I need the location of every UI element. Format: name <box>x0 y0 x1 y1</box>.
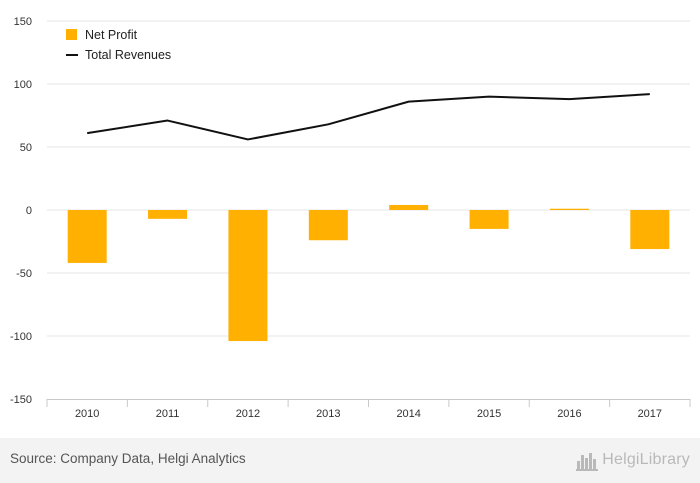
x-tick-label: 2014 <box>396 408 420 420</box>
brand-name: HelgiLibrary <box>602 451 690 468</box>
y-tick-label: 0 <box>26 205 32 217</box>
line-total-revenues[interactable] <box>87 93 650 141</box>
point-total-revenues-2011[interactable] <box>165 118 170 123</box>
footer: Source: Company Data, Helgi Analytics He… <box>0 438 700 483</box>
bar-net-profit-2014[interactable] <box>389 204 429 210</box>
point-total-revenues-2015[interactable] <box>487 94 492 99</box>
y-tick-label: 50 <box>20 142 32 154</box>
legend: Net Profit Total Revenues <box>66 28 171 62</box>
point-total-revenues-2010[interactable] <box>85 131 90 136</box>
point-total-revenues-2012[interactable] <box>245 137 250 142</box>
bar-net-profit-2011[interactable] <box>148 210 188 219</box>
x-tick-label: 2017 <box>638 408 662 420</box>
point-total-revenues-2013[interactable] <box>326 122 331 127</box>
point-total-revenues-2014[interactable] <box>406 99 411 104</box>
x-axis: 2010 2011 2012 2013 2014 2015 2016 2017 <box>46 399 691 420</box>
y-tick-label: 150 <box>14 16 32 28</box>
net-profit-bars <box>67 204 670 342</box>
x-tick-label: 2013 <box>316 408 340 420</box>
legend-label-net-profit: Net Profit <box>85 28 138 42</box>
x-tick-label: 2011 <box>156 408 180 420</box>
brand[interactable]: HelgiLibrary <box>576 447 690 473</box>
total-revenues-line <box>85 92 652 142</box>
y-tick-label: -100 <box>10 331 32 343</box>
y-tick-label: -150 <box>10 394 32 406</box>
x-tick-label: 2010 <box>75 408 99 420</box>
x-tick-label: 2016 <box>557 408 581 420</box>
legend-label-total-revenues: Total Revenues <box>85 48 171 62</box>
library-logo-icon <box>576 453 599 471</box>
x-tick-label: 2012 <box>236 408 260 420</box>
bar-net-profit-2016[interactable] <box>549 208 589 210</box>
point-total-revenues-2017[interactable] <box>647 92 652 97</box>
bar-net-profit-2015[interactable] <box>469 210 509 229</box>
point-total-revenues-2016[interactable] <box>567 97 572 102</box>
bar-net-profit-2013[interactable] <box>308 210 348 241</box>
source-text: Source: Company Data, Helgi Analytics <box>10 451 246 466</box>
legend-swatch-net-profit <box>66 29 77 40</box>
x-tick-label: 2015 <box>477 408 501 420</box>
y-tick-label: -50 <box>16 268 32 280</box>
bar-net-profit-2017[interactable] <box>630 210 670 250</box>
y-axis-ticks: 150 100 50 0 -50 -100 -150 <box>10 16 32 406</box>
bar-net-profit-2012[interactable] <box>228 210 268 342</box>
bar-net-profit-2010[interactable] <box>67 210 107 263</box>
y-tick-label: 100 <box>14 79 32 91</box>
grid-lines <box>47 20 690 337</box>
